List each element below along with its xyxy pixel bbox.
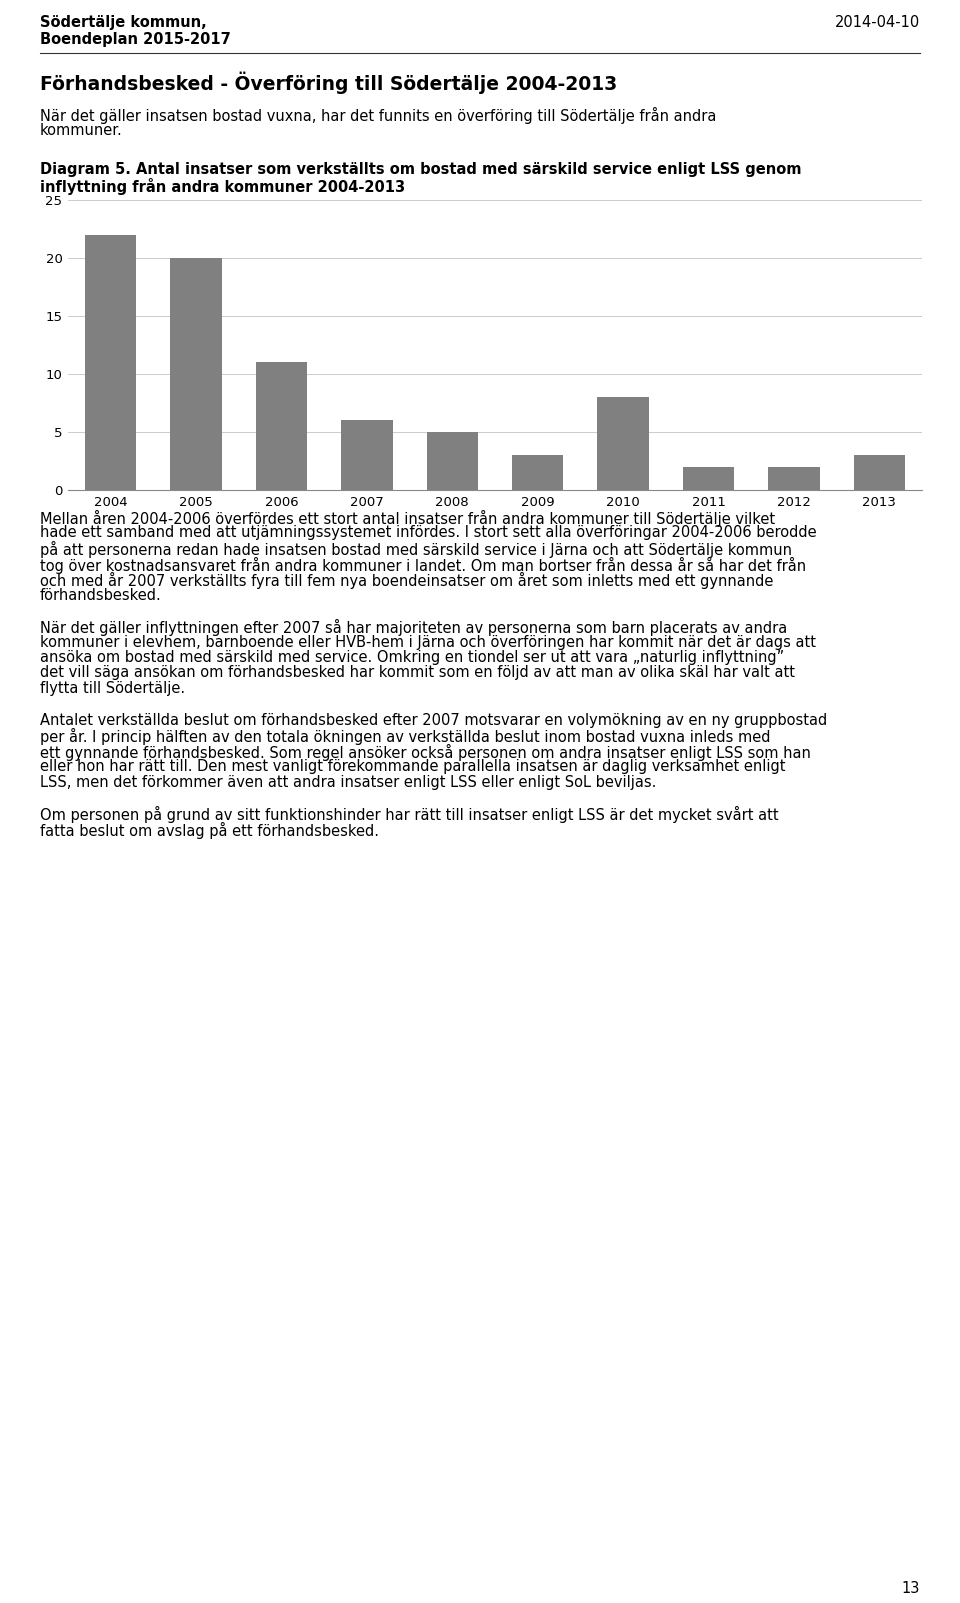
Bar [426, 431, 478, 491]
Bar [171, 258, 222, 491]
Text: tog över kostnadsansvaret från andra kommuner i landet. Om man bortser från dess: tog över kostnadsansvaret från andra kom… [40, 556, 806, 574]
Text: förhandsbesked.: förhandsbesked. [40, 588, 161, 603]
Text: och med år 2007 verkställts fyra till fem nya boendeinsatser om året som inletts: och med år 2007 verkställts fyra till fe… [40, 572, 774, 588]
Text: fatta beslut om avslag på ett förhandsbesked.: fatta beslut om avslag på ett förhandsbe… [40, 821, 379, 838]
Bar [853, 455, 905, 491]
Text: LSS, men det förkommer även att andra insatser enligt LSS eller enligt SoL bevil: LSS, men det förkommer även att andra in… [40, 774, 657, 790]
Text: på att personerna redan hade insatsen bostad med särskild service i Järna och at: på att personerna redan hade insatsen bo… [40, 540, 792, 558]
Bar [85, 234, 136, 491]
Text: inflyttning från andra kommuner 2004-2013: inflyttning från andra kommuner 2004-201… [40, 178, 405, 196]
Text: 13: 13 [901, 1581, 920, 1597]
Text: kommuner i elevhem, barnboende eller HVB-hem i Järna och överföringen har kommit: kommuner i elevhem, barnboende eller HVB… [40, 635, 816, 649]
Bar [342, 420, 393, 491]
Text: 2014-04-10: 2014-04-10 [835, 14, 920, 30]
Text: Antalet verkställda beslut om förhandsbesked efter 2007 motsvarar en volymökning: Antalet verkställda beslut om förhandsbe… [40, 712, 828, 728]
Text: När det gäller insatsen bostad vuxna, har det funnits en överföring till Södertä: När det gäller insatsen bostad vuxna, ha… [40, 107, 716, 123]
Text: Boendeplan 2015-2017: Boendeplan 2015-2017 [40, 32, 230, 46]
Text: eller hon har rätt till. Den mest vanligt förekommande parallella insatsen är da: eller hon har rätt till. Den mest vanlig… [40, 758, 785, 774]
Text: Mellan åren 2004-2006 överfördes ett stort antal insatser från andra kommuner ti: Mellan åren 2004-2006 överfördes ett sto… [40, 510, 775, 527]
Text: Södertälje kommun,: Södertälje kommun, [40, 14, 206, 30]
Text: per år. I princip hälften av den totala ökningen av verkställda beslut inom bost: per år. I princip hälften av den totala … [40, 728, 771, 745]
Text: När det gäller inflyttningen efter 2007 så har majoriteten av personerna som bar: När det gäller inflyttningen efter 2007 … [40, 619, 787, 636]
Text: ett gynnande förhandsbesked. Som regel ansöker också personen om andra insatser : ett gynnande förhandsbesked. Som regel a… [40, 744, 811, 760]
Bar [768, 466, 820, 491]
Text: flytta till Södertälje.: flytta till Södertälje. [40, 681, 185, 696]
Bar [597, 398, 649, 491]
Text: kommuner.: kommuner. [40, 123, 123, 138]
Text: hade ett samband med att utjämningssystemet infördes. I stort sett alla överföri: hade ett samband med att utjämningssyste… [40, 526, 817, 540]
Text: Om personen på grund av sitt funktionshinder har rätt till insatser enligt LSS ä: Om personen på grund av sitt funktionshi… [40, 806, 779, 822]
Text: Diagram 5. Antal insatser som verkställts om bostad med särskild service enligt : Diagram 5. Antal insatser som verkställt… [40, 162, 802, 176]
Text: det vill säga ansökan om förhandsbesked har kommit som en följd av att man av ol: det vill säga ansökan om förhandsbesked … [40, 665, 795, 681]
Bar [256, 362, 307, 491]
Text: Förhandsbesked - Överföring till Södertälje 2004-2013: Förhandsbesked - Överföring till Södertä… [40, 72, 617, 95]
Bar [512, 455, 564, 491]
Bar [683, 466, 734, 491]
Text: ansöka om bostad med särskild med service. Omkring en tiondel ser ut att vara „n: ansöka om bostad med särskild med servic… [40, 649, 784, 665]
